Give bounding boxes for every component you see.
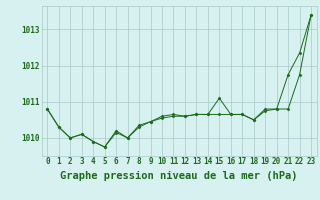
- X-axis label: Graphe pression niveau de la mer (hPa): Graphe pression niveau de la mer (hPa): [60, 171, 298, 181]
